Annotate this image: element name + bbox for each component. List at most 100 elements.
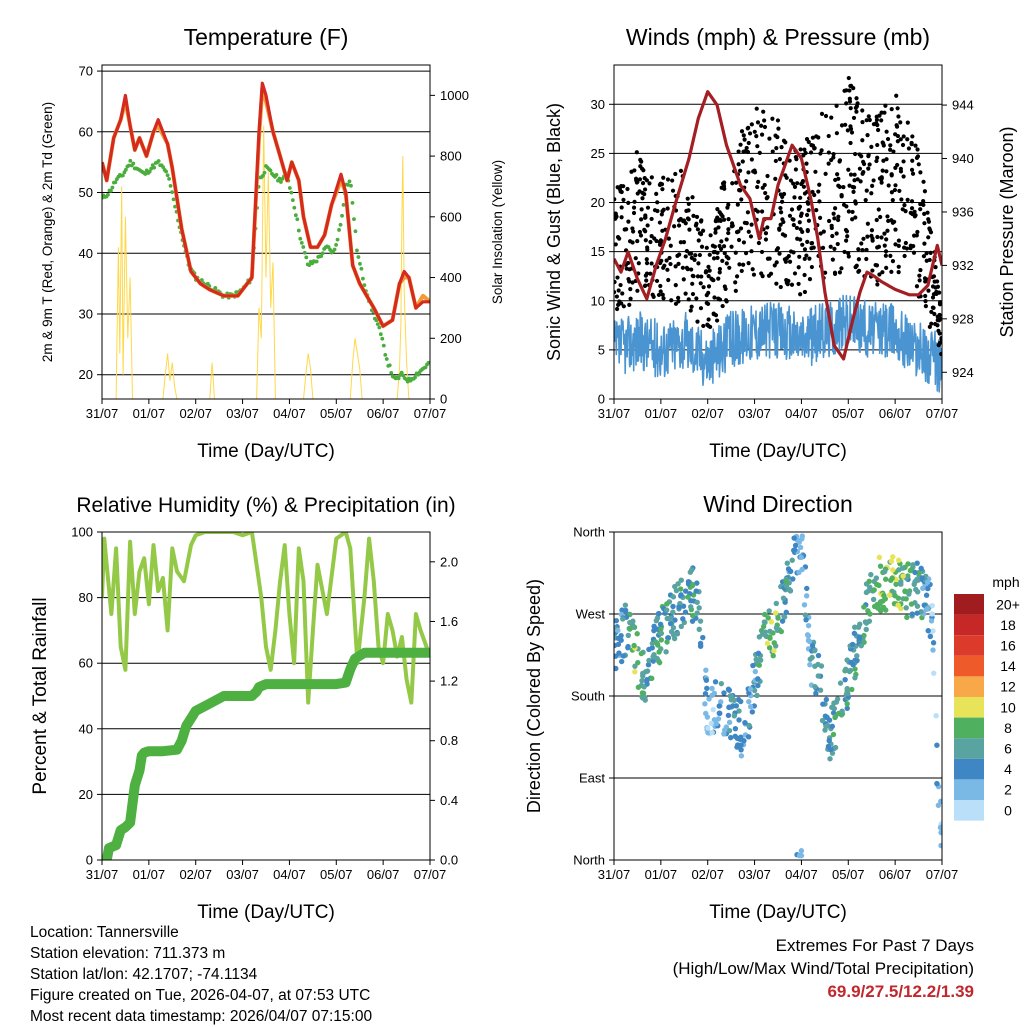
gust-point	[622, 227, 627, 232]
gust-point	[816, 135, 821, 140]
gust-point	[869, 144, 874, 149]
direction-point	[895, 602, 901, 608]
gust-point	[778, 210, 784, 215]
direction-point	[651, 623, 657, 630]
legend-swatch-7	[954, 738, 984, 759]
gust-point	[889, 173, 894, 178]
temperature-panel: 31/07 01/07 02/07 03/07 04/07 05/07 06/07 07/07…	[40, 24, 505, 462]
dewpoint-point	[338, 222, 343, 227]
gust-point	[814, 208, 819, 213]
dewpoint-point	[165, 173, 170, 178]
gust-point	[829, 223, 834, 228]
gust-point	[829, 157, 834, 163]
gust-point	[628, 296, 633, 301]
gust-point	[687, 227, 692, 232]
gust-point	[889, 218, 894, 223]
gust-point	[796, 281, 801, 287]
direction-point	[819, 717, 826, 724]
gust-point	[847, 88, 852, 93]
gust-point	[864, 188, 869, 193]
gust-point	[688, 308, 693, 313]
gust-point	[802, 256, 807, 261]
dewpoint-point	[346, 183, 350, 187]
legend-title: mph	[992, 574, 1019, 590]
gust-point	[802, 247, 808, 252]
gust-point	[673, 282, 678, 288]
gust-point	[806, 208, 811, 213]
dewpoint-point	[161, 165, 166, 170]
gust-point	[869, 228, 875, 233]
direction-point	[935, 802, 942, 808]
gust-point	[866, 166, 871, 171]
direction-point	[634, 631, 640, 637]
gust-point	[889, 190, 894, 195]
direction-point	[725, 712, 732, 719]
direction-point	[668, 629, 675, 635]
gust-point	[833, 206, 838, 211]
dewpoint-point	[298, 236, 303, 241]
gust-point	[933, 265, 938, 270]
gust-point	[724, 237, 729, 242]
dewpoint-point	[328, 247, 333, 252]
gust-point	[802, 147, 807, 152]
dewpoint-point	[170, 190, 174, 194]
direction-point	[615, 635, 622, 642]
gust-point	[898, 166, 903, 171]
gust-point	[915, 147, 920, 152]
gust-point	[788, 178, 794, 183]
y-tick-label-4: 20	[591, 195, 605, 210]
gust-point	[628, 287, 633, 292]
sonic-wind-line	[614, 294, 942, 393]
gust-point	[699, 274, 704, 279]
gust-point	[749, 157, 754, 162]
gust-point	[798, 147, 803, 152]
gust-point	[830, 257, 835, 262]
gust-point	[853, 151, 858, 157]
gust-point	[658, 181, 663, 186]
gust-point	[689, 304, 694, 309]
gust-point	[638, 233, 644, 238]
gust-point	[711, 250, 716, 255]
gust-point	[884, 129, 889, 134]
gust-point	[896, 270, 901, 275]
gust-point	[807, 277, 813, 282]
x-tick-label-5: 05/07	[320, 867, 353, 882]
gust-point	[812, 146, 817, 151]
x-tick-label-4: 04/07	[273, 406, 306, 421]
extremes-title: Extremes For Past 7 Days	[775, 936, 974, 955]
gust-point	[831, 211, 836, 216]
gust-point	[770, 116, 775, 121]
dewpoint-point	[292, 205, 297, 210]
direction-point	[685, 578, 692, 585]
gust-point	[882, 231, 887, 236]
gust-point	[855, 177, 860, 182]
direction-point	[919, 575, 925, 581]
x-tick-label-0: 31/07	[86, 867, 119, 882]
gust-point	[875, 245, 880, 250]
gust-point	[701, 228, 706, 233]
direction-point	[780, 595, 787, 601]
gust-point	[617, 236, 622, 241]
gust-point	[746, 229, 751, 234]
x-tick-label-6: 06/07	[367, 406, 400, 421]
wind-direction-panel: 31/07 01/07 02/07 03/07 04/07 05/07 06/07 07/07…	[524, 491, 958, 923]
direction-point	[721, 690, 727, 696]
gust-point	[875, 234, 880, 240]
gust-point	[754, 134, 759, 139]
gust-point	[630, 280, 635, 285]
direction-point	[673, 587, 680, 594]
dewpoint-point	[413, 375, 417, 380]
gust-point	[763, 190, 768, 196]
gust-point	[656, 292, 662, 298]
direction-point	[773, 625, 780, 631]
dewpoint-point	[332, 247, 337, 252]
direction-point	[705, 725, 711, 731]
y2-axis-label: Station Pressure (Maroon)	[997, 126, 1017, 337]
direction-point	[766, 645, 773, 651]
dewpoint-point	[399, 370, 404, 375]
gust-point	[689, 267, 694, 272]
gust-point	[655, 200, 660, 205]
direction-point	[718, 699, 724, 705]
dewpoint-point	[396, 376, 401, 381]
location-text: Location: Tannersville	[30, 924, 179, 941]
